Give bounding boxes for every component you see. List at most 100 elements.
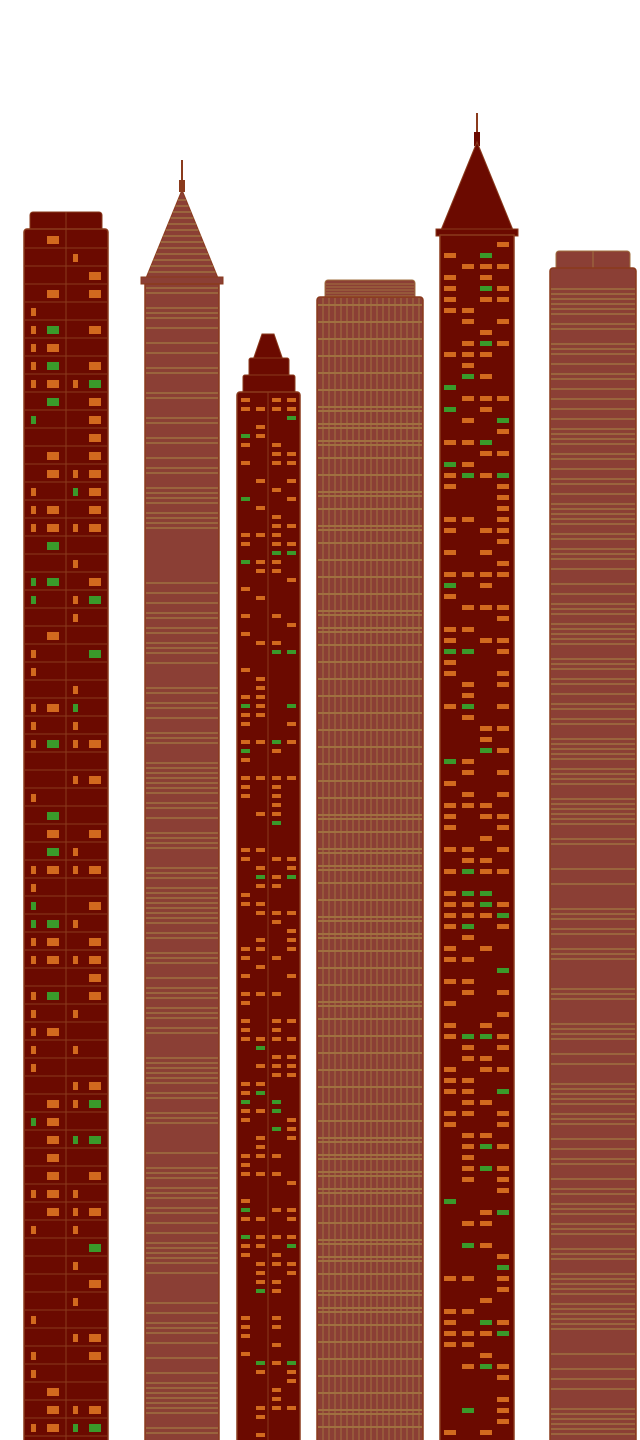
window-lit [241,1199,250,1203]
window-lit [287,1379,296,1383]
window-lit [89,1208,101,1216]
window-lit [272,1361,281,1365]
window-lit [89,578,101,586]
window-green [256,1091,265,1095]
window-lit [462,1177,474,1182]
window-lit [287,542,296,546]
window-lit [497,561,509,566]
window-green [272,1100,281,1104]
window-green [444,1199,456,1204]
window-green [89,650,101,658]
window-lit [241,1091,250,1095]
window-lit [444,352,456,357]
window-lit [497,869,509,874]
window-lit [272,1172,281,1176]
window-lit [444,825,456,830]
window-lit [256,911,265,915]
window-lit [272,569,281,573]
window-lit [256,848,265,852]
window-green [480,440,492,445]
window-lit [462,418,474,423]
window-lit [497,792,509,797]
window-lit [31,1424,36,1432]
window-lit [89,992,101,1000]
window-lit [89,938,101,946]
window-lit [241,785,250,789]
window-lit [47,452,59,460]
window-lit [480,737,492,742]
window-lit [31,488,36,496]
window-lit [287,407,296,411]
window-lit [480,1298,492,1303]
window-lit [444,253,456,258]
window-lit [497,1045,509,1050]
window-lit [256,1145,265,1149]
window-lit [89,326,101,334]
window-lit [256,560,265,564]
spire-tower [140,160,224,1440]
window-lit [444,814,456,819]
window-lit [462,770,474,775]
window-lit [73,1262,78,1270]
window-lit [256,695,265,699]
window-lit [480,451,492,456]
window-lit [287,479,296,483]
window-lit [73,596,78,604]
window-lit [47,380,59,388]
window-green [462,1243,474,1248]
window-lit [462,1276,474,1281]
right-striped-tower [549,250,637,1440]
window-lit [272,884,281,888]
window-lit [241,848,250,852]
window-lit [287,1136,296,1140]
window-lit [497,825,509,830]
window-lit [31,668,36,676]
window-lit [256,812,265,816]
window-lit [444,1276,456,1281]
window-green [272,821,281,825]
window-lit [462,1089,474,1094]
window-lit [241,893,250,897]
window-green [287,650,296,654]
window-lit [31,1352,36,1360]
window-lit [241,794,250,798]
window-lit [480,605,492,610]
window-green [287,704,296,708]
window-lit [497,297,509,302]
window-lit [31,884,36,892]
window-lit [89,470,101,478]
window-lit [444,1122,456,1127]
window-green [256,875,265,879]
window-lit [444,1111,456,1116]
window-lit [444,275,456,280]
window-lit [241,1163,250,1167]
window-lit [462,363,474,368]
window-lit [47,506,59,514]
window-lit [256,506,265,510]
window-lit [31,326,36,334]
window-lit [241,461,250,465]
window-lit [256,686,265,690]
window-lit [31,956,36,964]
window-lit [256,1262,265,1266]
window-lit [256,434,265,438]
window-lit [497,517,509,522]
window-lit [47,470,59,478]
window-lit [444,847,456,852]
window-lit [462,462,474,467]
window-green [241,1208,250,1212]
window-lit [89,1352,101,1360]
window-lit [287,722,296,726]
window-lit [241,1217,250,1221]
window-lit [272,515,281,519]
window-green [47,398,59,406]
window-lit [497,1287,509,1292]
window-lit [73,866,78,874]
window-green [287,551,296,555]
window-lit [480,583,492,588]
window-lit [241,974,250,978]
window-lit [89,452,101,460]
window-lit [89,1406,101,1414]
window-lit [287,1064,296,1068]
window-green [89,1424,101,1432]
